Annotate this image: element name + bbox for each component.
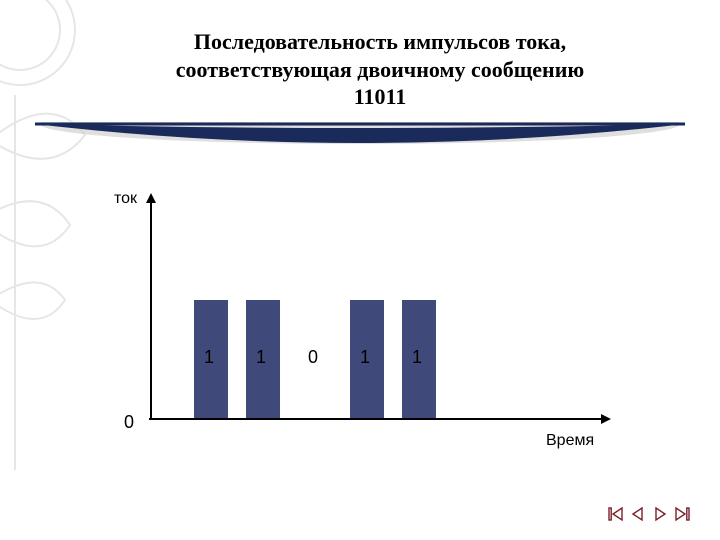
bar-label-1: 1	[256, 347, 266, 368]
nav-controls	[606, 504, 692, 524]
bar-label-0: 1	[204, 347, 214, 368]
nav-first-button[interactable]	[606, 504, 626, 524]
x-axis	[149, 418, 609, 420]
skip-forward-icon	[673, 505, 691, 523]
y-axis	[150, 195, 152, 420]
origin-label: 0	[124, 412, 134, 433]
nav-last-button[interactable]	[672, 504, 692, 524]
chevron-left-icon	[629, 505, 647, 523]
nav-next-button[interactable]	[650, 504, 670, 524]
y-axis-label: ток	[114, 190, 137, 208]
title-underline	[30, 122, 690, 162]
title-line-3: 11011	[354, 84, 407, 109]
bar-label-2: 0	[308, 347, 318, 368]
title-line-1: Последовательность импульсов тока,	[194, 29, 566, 54]
chevron-right-icon	[651, 505, 669, 523]
x-axis-label: Время	[546, 432, 594, 450]
nav-prev-button[interactable]	[628, 504, 648, 524]
pulse-chart: 1 1 0 1 1	[150, 195, 610, 420]
bar-label-3: 1	[360, 347, 370, 368]
title-line-2: соответствующая двоичному сообщению	[176, 57, 584, 82]
slide-title: Последовательность импульсов тока, соотв…	[100, 28, 660, 111]
skip-back-icon	[607, 505, 625, 523]
bar-label-4: 1	[412, 347, 422, 368]
